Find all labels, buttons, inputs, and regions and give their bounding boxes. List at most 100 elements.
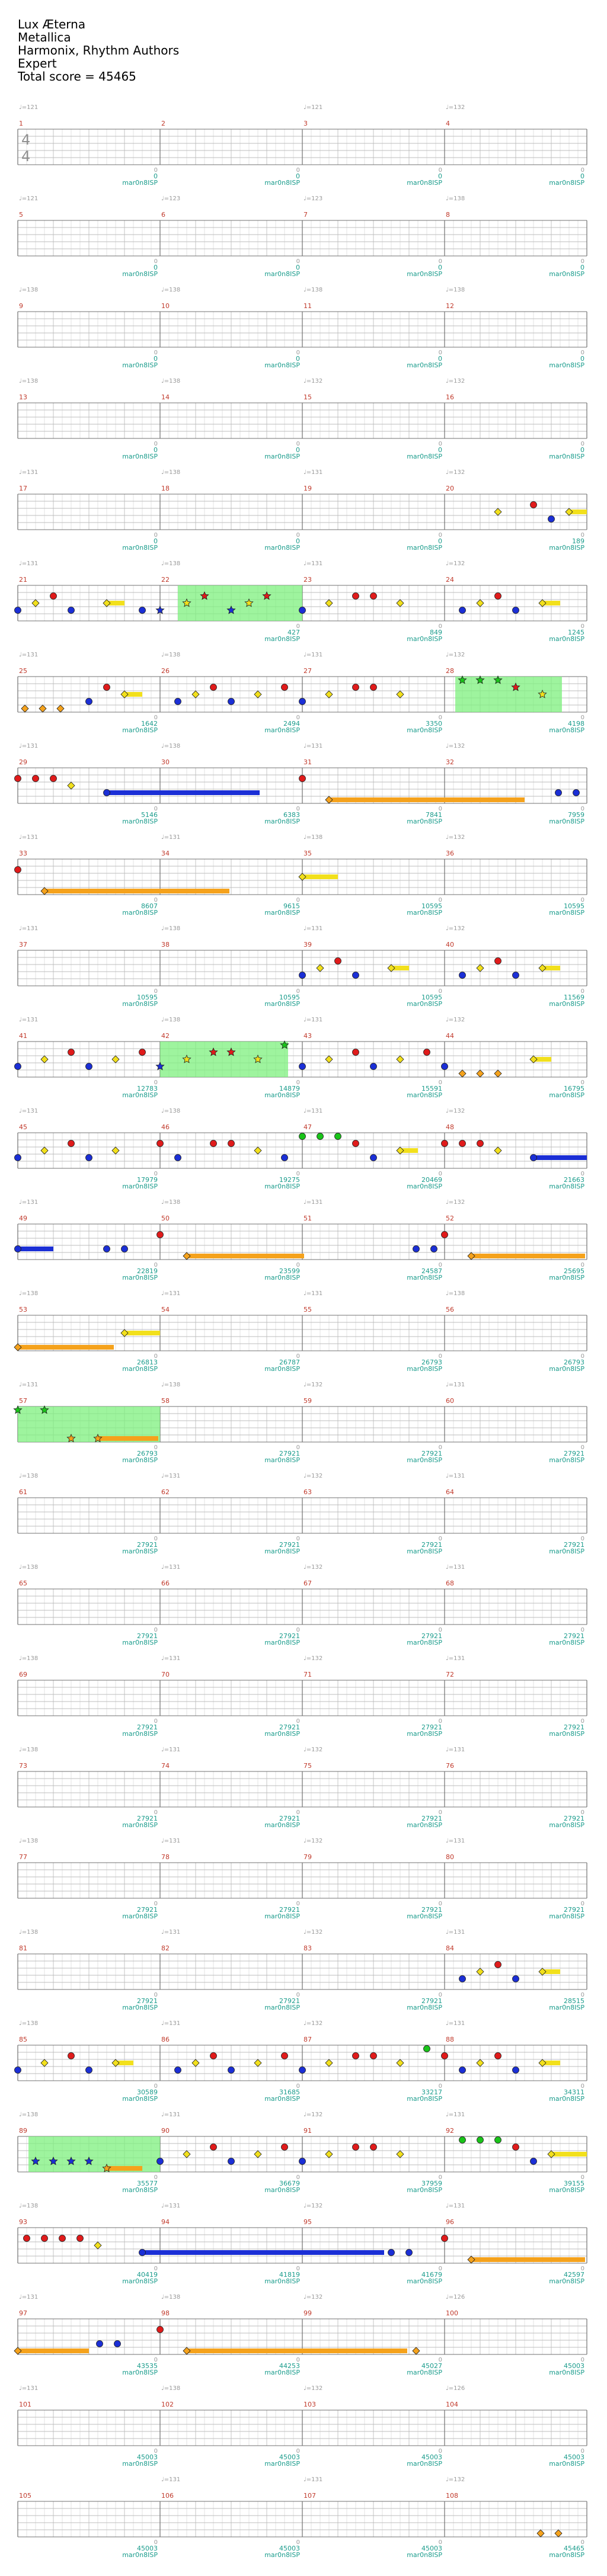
- note-red: [530, 501, 537, 508]
- note-red: [68, 1140, 75, 1147]
- measure-note-count: 0: [154, 1992, 158, 1998]
- measure-note-count: 0: [439, 1718, 442, 1725]
- note-yellow-star: [253, 1054, 263, 1063]
- measure-score: 16795: [564, 1085, 584, 1092]
- measure-number: 53: [19, 1306, 27, 1313]
- measure-number: 3: [304, 120, 308, 127]
- note-red: [494, 957, 501, 965]
- note-blue: [459, 607, 466, 614]
- measure-note-count: 0: [439, 350, 442, 356]
- measure-score: 1245: [568, 629, 584, 636]
- measure-note-count: 0: [439, 167, 442, 174]
- tempo-marking: ♩=126: [446, 2294, 465, 2301]
- measure-score: 27921: [279, 1632, 300, 1640]
- measure-number: 83: [304, 1944, 312, 1952]
- measure-note-count: 0: [154, 1809, 158, 1816]
- measure-score-label: mar0n8ISP: [264, 2004, 300, 2011]
- measure-score-label: mar0n8ISP: [264, 1000, 300, 1008]
- note-sustain: [18, 1345, 114, 1350]
- measure-score: 27921: [564, 1723, 584, 1731]
- note-red: [281, 2052, 288, 2059]
- measure-score-label: mar0n8ISP: [407, 909, 442, 917]
- measure-note-count: 0: [296, 2266, 300, 2272]
- note-sustain: [187, 2348, 302, 2353]
- measure-number: 12: [446, 302, 454, 310]
- note-yellow-cymbal: [298, 873, 306, 881]
- measure-score-label: mar0n8ISP: [122, 1456, 158, 1464]
- measure-number: 39: [304, 941, 312, 949]
- measure-score: 25695: [564, 1267, 584, 1275]
- note-orange-cymbal: [56, 704, 65, 713]
- measure-note-count: 0: [581, 350, 584, 356]
- note-red: [50, 592, 57, 600]
- tempo-marking: ♩=138: [304, 287, 322, 293]
- measure-score-label: mar0n8ISP: [549, 1000, 584, 1008]
- note-orange-cymbal: [412, 2347, 420, 2355]
- note-blue: [512, 972, 519, 979]
- measure-number: 95: [304, 2218, 312, 2226]
- measure-number: 103: [304, 2401, 316, 2408]
- measure-note-count: 0: [296, 1718, 300, 1725]
- note-red: [370, 684, 377, 691]
- note-yellow-cymbal: [67, 781, 75, 790]
- measure-number: 4: [446, 120, 450, 127]
- measure-note-count: 0: [296, 715, 300, 721]
- measure-score-label: mar0n8ISP: [549, 2277, 584, 2285]
- measure-number: 10: [161, 302, 170, 310]
- measure-score: 0: [154, 355, 158, 363]
- measure-score-label: mar0n8ISP: [549, 1730, 584, 1738]
- note-yellow-cymbal: [325, 2150, 333, 2158]
- tempo-marking: ♩=132: [304, 1838, 322, 1844]
- note-blue: [14, 607, 21, 614]
- measure-number: 5: [19, 211, 23, 219]
- measure-number: 94: [161, 2218, 170, 2226]
- tempo-marking: ♩=138: [161, 287, 180, 293]
- measure-score-label: mar0n8ISP: [122, 2551, 158, 2559]
- measure-number: 93: [19, 2218, 27, 2226]
- measure-note-count: 0: [154, 2083, 158, 2090]
- note-red-star: [200, 591, 209, 600]
- measure-score-label: mar0n8ISP: [549, 635, 584, 643]
- measure-number: 11: [304, 302, 312, 310]
- note-yellow-cymbal: [254, 2150, 262, 2158]
- note-sustain: [391, 966, 409, 970]
- note-sustain: [160, 790, 260, 795]
- note-orange-cymbal: [183, 1252, 191, 1260]
- measure-number: 16: [446, 393, 454, 401]
- measure-note-count: 0: [439, 2357, 442, 2363]
- measure-note-count: 0: [154, 441, 158, 447]
- measure-score-label: mar0n8ISP: [549, 909, 584, 917]
- measure-score-label: mar0n8ISP: [122, 1639, 158, 1646]
- measure-number: 36: [446, 850, 454, 857]
- measure-score-label: mar0n8ISP: [122, 2186, 158, 2194]
- measure-score-label: mar0n8ISP: [549, 1912, 584, 1920]
- note-blue: [85, 1063, 92, 1070]
- note-blue: [228, 698, 235, 705]
- note-blue: [405, 2249, 413, 2256]
- note-red: [512, 2144, 519, 2151]
- measure-score-label: mar0n8ISP: [264, 179, 300, 187]
- note-yellow-star: [538, 689, 547, 699]
- measure-number: 106: [161, 2492, 174, 2500]
- measure-score: 41679: [421, 2271, 442, 2279]
- measure-number: 62: [161, 1488, 170, 1496]
- note-red: [139, 1049, 146, 1056]
- note-orange-cymbal: [14, 2347, 22, 2355]
- note-blue: [85, 2066, 92, 2074]
- note-blue: [441, 1063, 448, 1070]
- measure-score: 27921: [137, 1632, 158, 1640]
- tempo-marking: ♩=131: [304, 652, 322, 658]
- note-yellow-cymbal: [254, 690, 262, 699]
- note-red: [352, 1049, 359, 1056]
- tempo-marking: ♩=131: [19, 2385, 38, 2392]
- measure-note-count: 0: [581, 988, 584, 995]
- measure-score: 0: [154, 172, 158, 180]
- note-orange-cymbal: [467, 1252, 475, 1260]
- note-blue: [512, 2066, 519, 2074]
- note-sustain: [302, 874, 338, 879]
- measure-note-count: 0: [296, 2174, 300, 2181]
- measure-note-count: 0: [154, 350, 158, 356]
- tempo-marking: ♩=131: [304, 2476, 322, 2483]
- measure-number: 29: [19, 758, 27, 766]
- measure-note-count: 0: [581, 167, 584, 174]
